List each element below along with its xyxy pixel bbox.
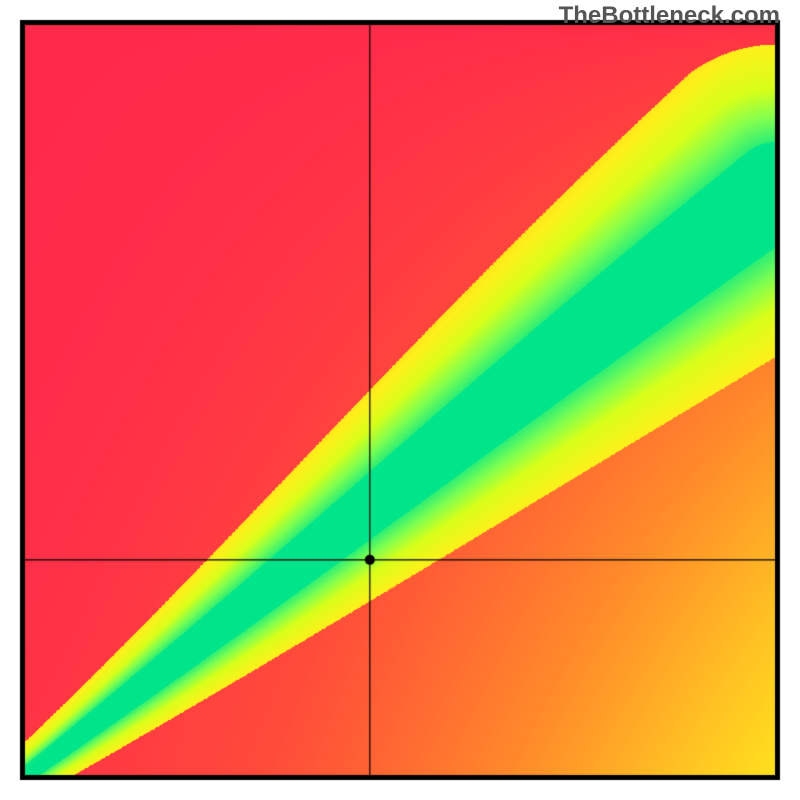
chart-container: TheBottleneck.com [0, 0, 800, 800]
watermark-text: TheBottleneck.com [559, 2, 780, 30]
bottleneck-heatmap [0, 0, 800, 800]
